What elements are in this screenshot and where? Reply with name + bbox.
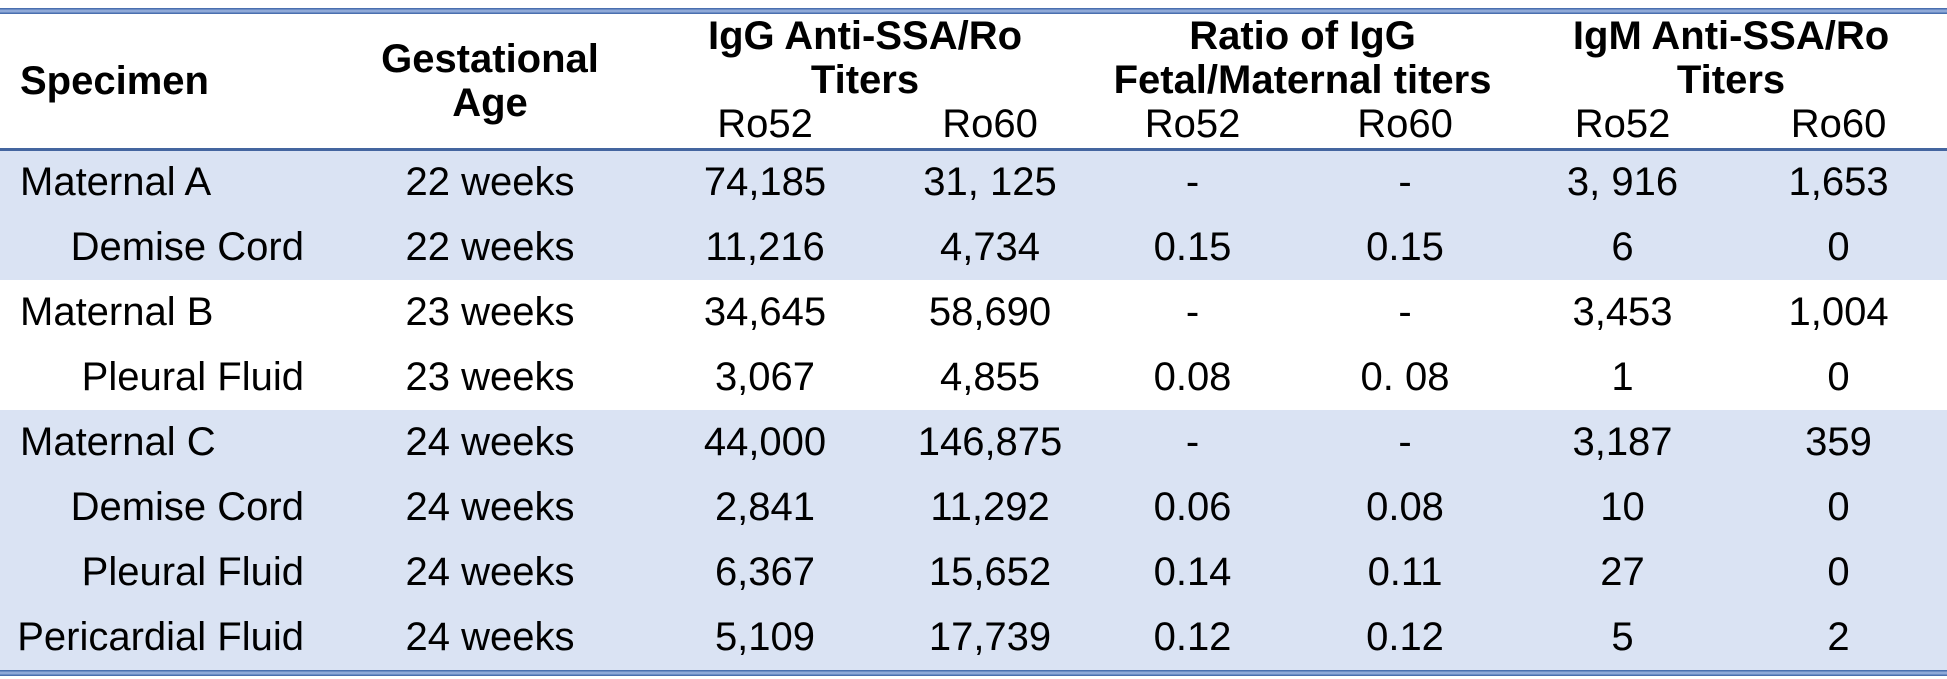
table-row: Demise Cord 24 weeks 2,841 11,292 0.06 0.08 10… [0,474,1947,540]
igg-ro60-cell: 4,855 [939,354,1041,399]
gestational-age-cell: 22 weeks [405,160,575,205]
igm-ro60-cell: 1,653 [1788,160,1889,205]
ratio-ro52-cell: 0.08 [1153,354,1232,399]
igm-ro52-cell: 6 [1611,224,1634,269]
gestational-age-cell: 24 weeks [405,614,575,659]
ratio-ro52-cell: 0.12 [1153,614,1232,659]
specimen-titers-table: Specimen Gestational Age IgG Anti-SSA/Ro… [0,14,1947,670]
igm-ro60-cell: 0 [1827,354,1850,399]
igm-ro52-cell: 3, 916 [1566,160,1679,205]
igm-ro52-cell: 5 [1611,614,1634,659]
igg-ro60-cell: 11,292 [930,484,1050,529]
ratio-ro60-cell: 0.15 [1366,224,1444,269]
table-row: Pleural Fluid 24 weeks 6,367 15,652 0.14 0.11… [0,539,1947,605]
igg-ro52-cell: 44,000 [703,419,827,464]
ratio-ro60-cell: 0.12 [1366,614,1444,659]
table-top-border [0,8,1947,14]
gestational-age-cell: 24 weeks [405,484,575,529]
igg-ro52-cell: 74,185 [703,160,827,205]
igm-ro52-cell: 3,453 [1572,289,1673,334]
ratio-ro52-cell: 0.15 [1153,224,1232,269]
sub-header-igg-ro60: Ro60 [890,102,1091,151]
igm-ro52-cell: 10 [1600,484,1645,529]
ratio-ro60-cell: - [1398,289,1412,334]
specimen-cell: Pleural Fluid [81,549,304,594]
specimen-cell: Demise Cord [70,484,304,529]
gestational-age-cell: 24 weeks [405,419,575,464]
igm-ro60-cell: 0 [1827,549,1850,594]
igg-ro60-cell: 31, 125 [923,160,1057,205]
igg-ro60-cell: 146,875 [917,419,1063,464]
table-row: Maternal C 24 weeks 44,000 146,875 - - 3,187 35… [0,409,1947,475]
igm-ro52-cell: 1 [1611,354,1634,399]
sub-header-igm-ro60: Ro60 [1730,102,1947,151]
group-header-igg-titers: IgG Anti-SSA/Ro Titers [707,14,1023,102]
specimen-cell: Maternal C [20,419,216,464]
specimen-cell: Pleural Fluid [81,354,304,399]
igg-ro52-cell: 3,067 [714,354,816,399]
group-header-row: Specimen Gestational Age IgG Anti-SSA/Ro… [0,14,1947,151]
gestational-age-cell: 24 weeks [405,549,575,594]
sub-header-igm-ro52: Ro52 [1515,102,1731,151]
group-header-igm-titers: IgM Anti-SSA/Ro Titers [1572,14,1890,102]
sub-header-row: Ro52 Ro60 Ro52 Ro60 Ro52 Ro60 [0,102,1947,151]
gestational-age-cell: 23 weeks [405,354,575,399]
sub-header-ratio-ro52: Ro52 [1090,102,1296,151]
table-row: Pleural Fluid 23 weeks 3,067 4,855 0.08 0. 08… [0,345,1947,410]
table-row: Maternal A 22 weeks 74,185 31, 125 - - 3, 916 1… [0,149,1947,215]
sub-header-ratio-ro60: Ro60 [1295,102,1516,151]
specimen-cell: Demise Cord [70,224,304,269]
specimen-cell: Maternal B [20,289,214,334]
ratio-ro60-cell: 0.08 [1366,484,1444,529]
ratio-ro52-cell: - [1185,289,1200,334]
ratio-ro52-cell: 0.14 [1153,549,1232,594]
group-header-ratio-titers: Ratio of IgG Fetal/Maternal titers [1113,14,1492,102]
igm-ro60-cell: 2 [1827,614,1850,659]
table-row: Pericardial Fluid 24 weeks 5,109 17,739 0.12… [0,604,1947,670]
table-header: Specimen Gestational Age IgG Anti-SSA/Ro… [0,14,1947,151]
igg-ro52-cell: 2,841 [714,484,816,529]
igm-ro52-cell: 27 [1600,549,1645,594]
ratio-ro60-cell: 0. 08 [1360,354,1450,399]
specimen-cell: Pericardial Fluid [17,614,304,659]
igg-ro60-cell: 4,734 [939,224,1041,269]
sub-header-igg-ro52: Ro52 [640,102,890,151]
table-row: Demise Cord 22 weeks 11,216 4,734 0.15 0.15 6 0 [0,214,1947,280]
col-header-specimen: Specimen [0,14,340,151]
igg-ro52-cell: 6,367 [714,549,816,594]
igg-ro60-cell: 17,739 [928,614,1052,659]
table-bottom-border [0,669,1947,676]
specimen-cell: Maternal A [20,160,212,205]
igm-ro60-cell: 0 [1827,224,1850,269]
gestational-age-cell: 23 weeks [405,289,575,334]
ratio-ro60-cell: - [1398,160,1412,205]
igm-ro60-cell: 0 [1827,484,1850,529]
igg-ro52-cell: 5,109 [714,614,816,659]
col-header-gestational-age: Gestational Age [340,14,640,151]
igm-ro60-cell: 1,004 [1788,289,1889,334]
ratio-ro52-cell: - [1185,160,1200,205]
igg-ro52-cell: 34,645 [703,289,827,334]
ratio-ro52-cell: 0.06 [1153,484,1232,529]
igm-ro52-cell: 3,187 [1572,419,1673,464]
table-body: Maternal A 22 weeks 74,185 31, 125 - - 3, 916 1… [0,149,1947,670]
igg-ro60-cell: 15,652 [928,549,1052,594]
igg-ro60-cell: 58,690 [928,289,1052,334]
ratio-ro60-cell: - [1398,419,1412,464]
igm-ro60-cell: 359 [1805,419,1872,464]
ratio-ro60-cell: 0.11 [1367,549,1443,594]
ratio-ro52-cell: - [1185,419,1200,464]
igg-ro52-cell: 11,216 [705,224,825,269]
gestational-age-cell: 22 weeks [405,224,575,269]
table-row: Maternal B 23 weeks 34,645 58,690 - - 3,453 1,0… [0,280,1947,345]
